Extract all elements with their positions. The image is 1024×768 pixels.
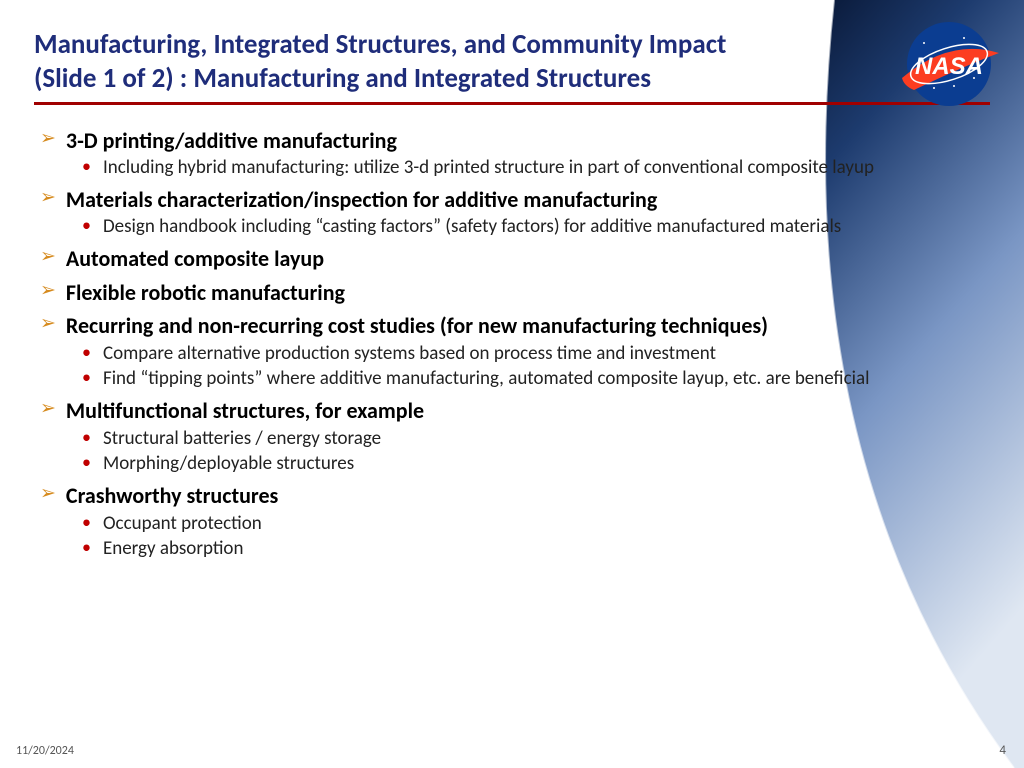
slide: Manufacturing, Integrated Structures, an… <box>0 0 1024 768</box>
level2-item: • Energy absorption <box>82 537 990 561</box>
level2-item: • Morphing/deployable structures <box>82 452 990 476</box>
chevron-icon: ➢ <box>40 279 56 304</box>
level2-item: • Design handbook including “casting fact… <box>82 215 990 239</box>
level1-item: ➢ Flexible robotic manufacturing <box>40 279 990 307</box>
level2-item: • Occupant protection <box>82 512 990 536</box>
dot-icon: • <box>82 215 91 237</box>
level2-item: • Including hybrid manufacturing: utilize… <box>82 156 990 180</box>
chevron-icon: ➢ <box>40 482 56 507</box>
level2-text: Morphing/deployable structures <box>103 452 354 476</box>
title-rule <box>34 102 990 105</box>
chevron-icon: ➢ <box>40 312 56 337</box>
level2-item: • Compare alternative production systems … <box>82 342 990 366</box>
dot-icon: • <box>82 367 91 389</box>
chevron-icon: ➢ <box>40 397 56 422</box>
svg-text:NASA: NASA <box>915 53 983 80</box>
dot-icon: • <box>82 512 91 534</box>
dot-icon: • <box>82 342 91 364</box>
chevron-icon: ➢ <box>40 186 56 211</box>
level1-item: ➢ Multifunctional structures, for example <box>40 397 990 425</box>
level2-text: Energy absorption <box>103 537 243 561</box>
level1-text: Automated composite layup <box>66 245 324 273</box>
content-area: ➢3-D printing/additive manufacturing•Inc… <box>34 127 990 562</box>
dot-icon: • <box>82 156 91 178</box>
title-line-2: (Slide 1 of 2) : Manufacturing and Integ… <box>34 62 651 95</box>
level1-text: Flexible robotic manufacturing <box>66 279 345 307</box>
level2-text: Design handbook including “casting facto… <box>103 215 841 239</box>
level2-text: Find “tipping points” where additive man… <box>103 367 869 391</box>
level1-text: 3-D printing/additive manufacturing <box>66 127 397 155</box>
level2-text: Structural batteries / energy storage <box>103 427 381 451</box>
level2-text: Including hybrid manufacturing: utilize … <box>103 156 874 180</box>
dot-icon: • <box>82 452 91 474</box>
level1-item: ➢ Crashworthy structures <box>40 482 990 510</box>
dot-icon: • <box>82 537 91 559</box>
level2-text: Occupant protection <box>103 512 262 536</box>
level2-item: • Structural batteries / energy storage <box>82 427 990 451</box>
level2-item: • Find “tipping points” where additive ma… <box>82 367 990 391</box>
level1-item: ➢ Automated composite layup <box>40 245 990 273</box>
level1-item: ➢ Materials characterization/inspection f… <box>40 186 990 214</box>
level1-item: ➢ 3-D printing/additive manufacturing <box>40 127 990 155</box>
chevron-icon: ➢ <box>40 127 56 152</box>
level1-text: Materials characterization/inspection fo… <box>66 186 657 214</box>
chevron-icon: ➢ <box>40 245 56 270</box>
level2-text: Compare alternative production systems b… <box>103 342 716 366</box>
level1-text: Recurring and non-recurring cost studies… <box>66 312 768 340</box>
nasa-logo: NASA <box>894 18 1004 110</box>
level1-text: Multifunctional structures, for example <box>66 397 424 425</box>
slide-title: Manufacturing, Integrated Structures, an… <box>34 28 834 96</box>
dot-icon: • <box>82 427 91 449</box>
level1-item: ➢ Recurring and non-recurring cost studie… <box>40 312 990 340</box>
level1-text: Crashworthy structures <box>66 482 278 510</box>
title-line-1: Manufacturing, Integrated Structures, an… <box>34 28 726 61</box>
